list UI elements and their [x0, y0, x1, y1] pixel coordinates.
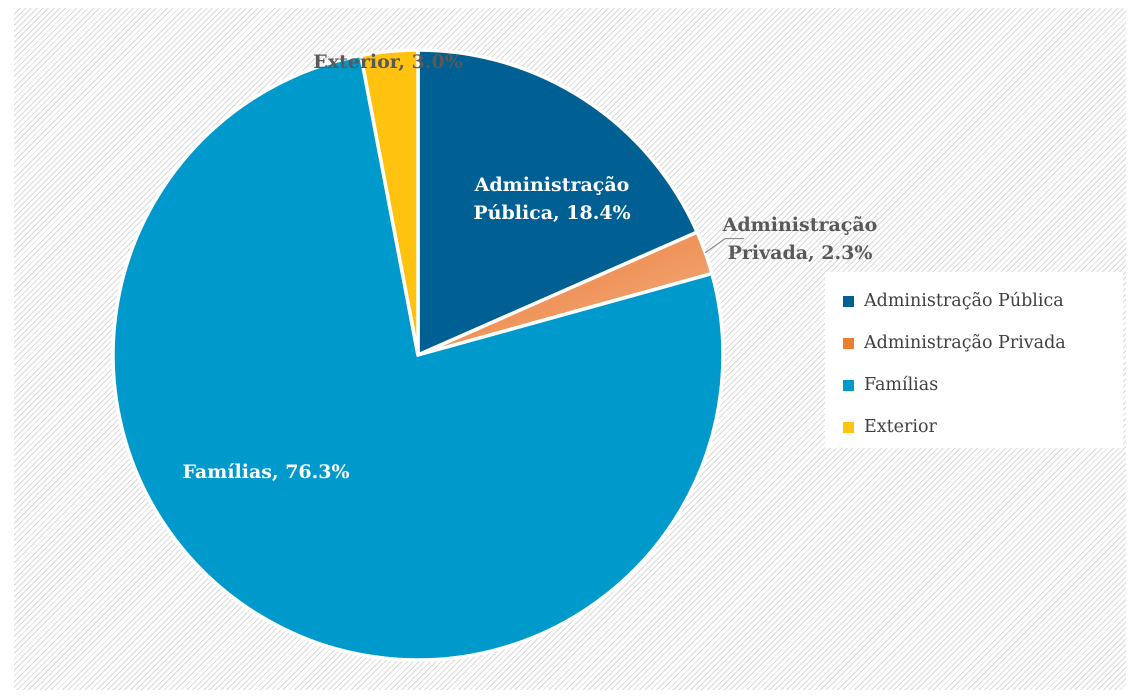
pie-slice-familias — [111, 53, 725, 662]
pie-chart: Administração Pública, 18.4% Administração… — [111, 48, 877, 662]
data-label-administracao-publica: Administração Pública, 18.4% — [473, 174, 630, 224]
legend-item-administracao-publica: Administração Pública — [843, 280, 1123, 322]
leader-line-administracao-privada — [704, 237, 744, 254]
legend: Administração Pública Administração Priv… — [825, 272, 1123, 448]
pie-slice-administracao-publica — [416, 48, 699, 357]
legend-label: Administração Pública — [864, 291, 1064, 311]
legend-label: Famílias — [864, 375, 939, 395]
leader-lines — [704, 237, 744, 254]
legend-swatch — [843, 337, 854, 349]
data-label-exterior: Exterior, 3.0% — [313, 51, 463, 73]
legend-item-familias: Famílias — [843, 364, 1123, 406]
chart-area: Administração Pública, 18.4% Administração… — [14, 8, 1126, 690]
legend-item-exterior: Exterior — [843, 406, 1123, 448]
legend-item-administracao-privada: Administração Privada — [843, 322, 1123, 364]
legend-label: Exterior — [864, 417, 937, 437]
legend-swatch — [843, 379, 854, 391]
data-label-familias: Famílias, 76.3% — [182, 461, 349, 483]
data-label-administracao-privada: Administração Privada, 2.3% — [722, 214, 878, 264]
data-labels: Administração Pública, 18.4% Administração… — [182, 51, 877, 483]
legend-swatch — [843, 421, 854, 433]
legend-label: Administração Privada — [864, 333, 1066, 353]
legend-swatch — [843, 295, 854, 307]
pie-slice-exterior — [359, 48, 420, 357]
pie-slices — [111, 48, 725, 662]
